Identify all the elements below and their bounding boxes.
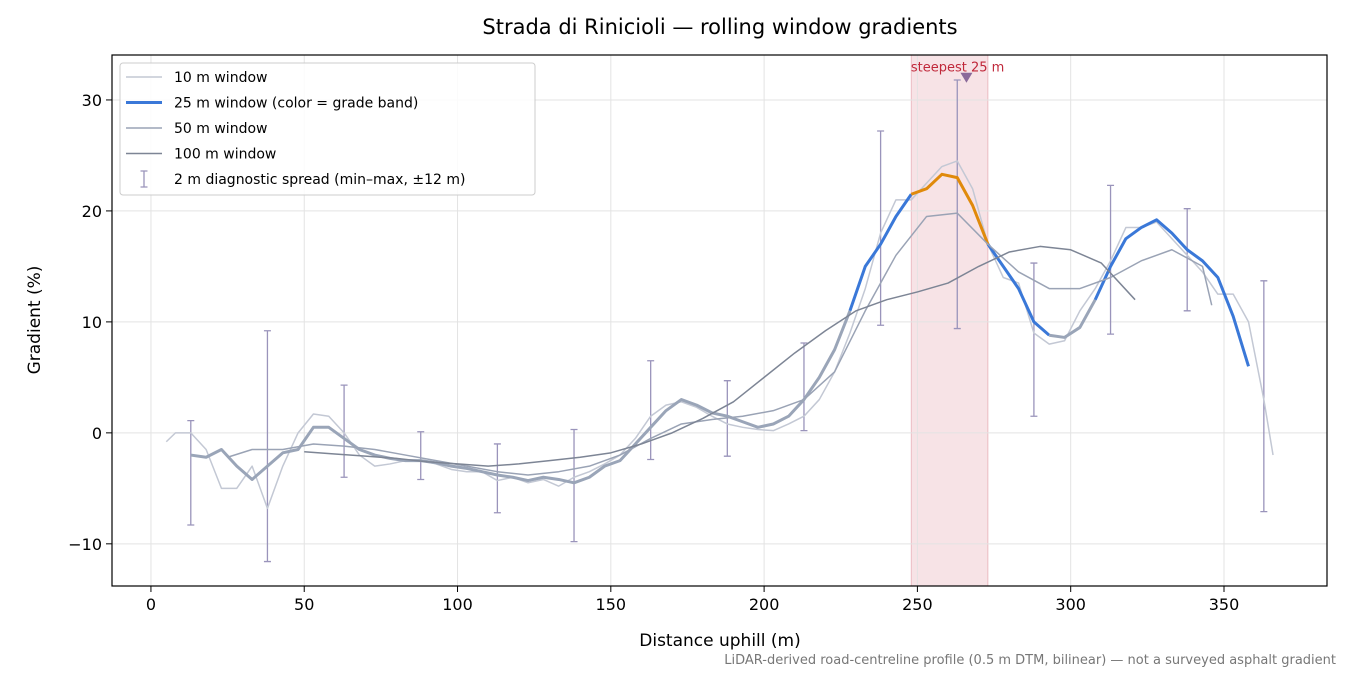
x-tick-label: 300 xyxy=(1055,595,1086,614)
error-bar xyxy=(570,428,578,543)
x-axis-label: Distance uphill (m) xyxy=(639,631,800,651)
error-bar xyxy=(1183,208,1191,312)
y-tick-label: 10 xyxy=(82,313,102,332)
series-line-band xyxy=(1049,298,1097,339)
y-tick-label: 30 xyxy=(82,91,102,110)
legend: 10 m window 25 m window (color = grade ba… xyxy=(119,62,536,196)
y-axis-label: Gradient (%) xyxy=(25,266,45,375)
chart-title: Strada di Rinicioli — rolling window gra… xyxy=(482,15,957,39)
x-tick-label: 150 xyxy=(596,595,627,614)
legend-label: 50 m window xyxy=(174,121,267,137)
y-tick-label: −10 xyxy=(68,535,102,554)
legend-label: 10 m window xyxy=(174,70,267,86)
x-tick-label: 200 xyxy=(749,595,780,614)
error-bar xyxy=(877,130,885,326)
error-bar xyxy=(340,384,348,478)
x-tick-label: 350 xyxy=(1209,595,1240,614)
steepest-marker xyxy=(960,72,973,83)
x-tick-label: 100 xyxy=(442,595,473,614)
series-line-band xyxy=(1093,218,1250,367)
series-line xyxy=(165,160,1274,510)
error-bar xyxy=(187,420,195,526)
error-bar xyxy=(493,443,501,514)
legend-label: 100 m window xyxy=(174,147,276,163)
series-line xyxy=(227,212,1213,476)
error-bar xyxy=(417,431,425,481)
error-bar xyxy=(647,360,655,461)
series-line-band xyxy=(190,310,852,485)
legend-swatch xyxy=(140,170,148,188)
error-bar xyxy=(1030,262,1038,417)
legend-label: 2 m diagnostic spread (min–max, ±12 m) xyxy=(174,172,465,188)
error-bar xyxy=(263,330,271,563)
y-tick-label: 0 xyxy=(92,424,102,443)
series-line-band xyxy=(848,193,913,312)
series-line-band xyxy=(910,172,990,245)
x-tick-label: 250 xyxy=(902,595,933,614)
y-tick-label: 20 xyxy=(82,202,102,221)
plot-frame xyxy=(111,54,1328,587)
x-tick-label: 0 xyxy=(146,595,156,614)
steepest-label: steepest 25 m xyxy=(911,61,1004,76)
series-line xyxy=(304,245,1136,467)
error-bar xyxy=(953,79,961,330)
legend-box xyxy=(119,62,536,196)
legend-label: 25 m window (color = grade band) xyxy=(174,96,418,112)
series-line-band xyxy=(986,243,1051,337)
steepest-band xyxy=(910,54,989,587)
x-tick-label: 50 xyxy=(294,595,314,614)
footnote: LiDAR-derived road-centreline profile (0… xyxy=(724,653,1336,668)
